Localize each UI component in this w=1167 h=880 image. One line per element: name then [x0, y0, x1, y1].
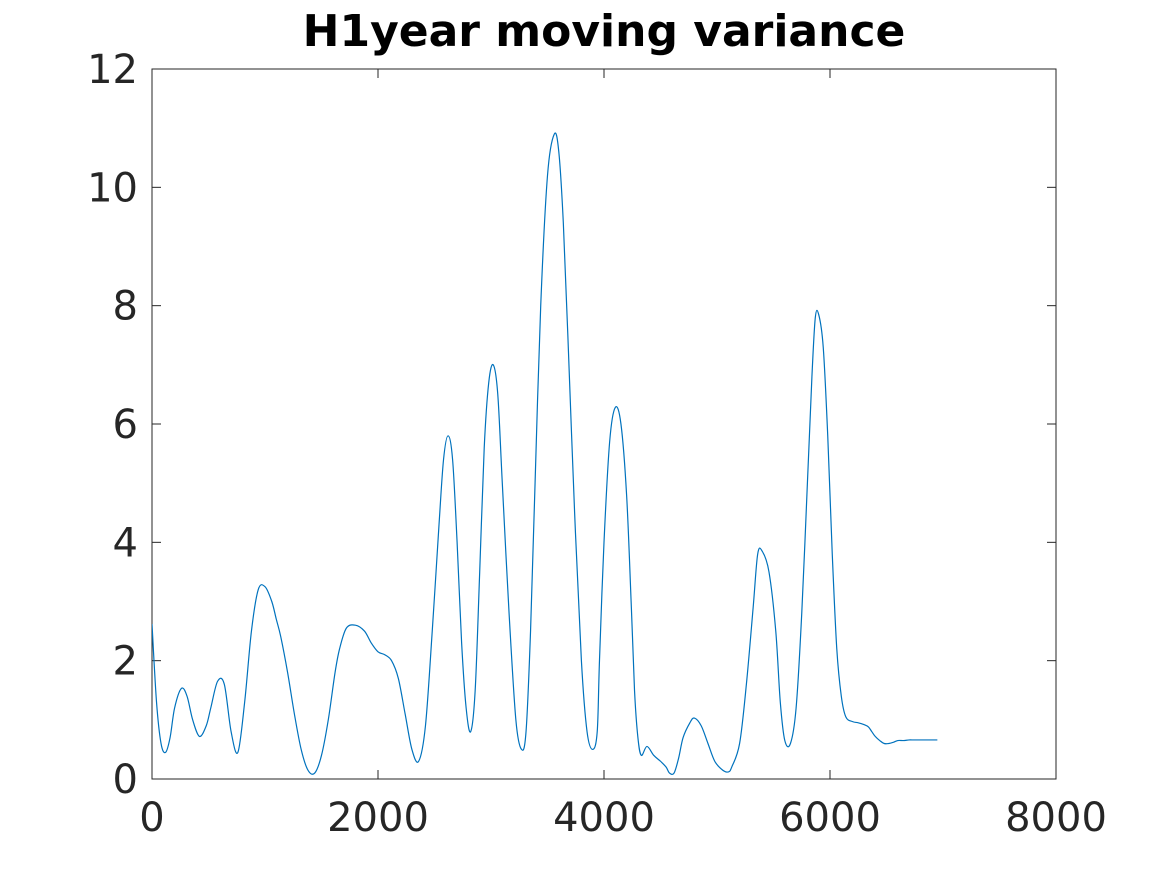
y-tick-label: 8 [113, 284, 138, 330]
y-tick-label: 10 [87, 165, 138, 211]
x-tick-label: 0 [139, 795, 164, 841]
x-tick-label: 6000 [779, 795, 881, 841]
axes: 0 2000 4000 6000 8000 0 2 4 6 8 10 12 [87, 47, 1107, 841]
x-tick-label: 2000 [327, 795, 429, 841]
chart-title: H1year moving variance [303, 6, 906, 57]
y-tick-label: 6 [113, 402, 138, 448]
series-line [152, 132, 938, 776]
y-tick-label: 2 [113, 639, 138, 685]
y-tick-label: 12 [87, 47, 138, 93]
y-tick-label: 0 [113, 757, 138, 803]
x-tick-label: 4000 [553, 795, 655, 841]
plot-area [152, 132, 938, 776]
x-tick-label: 8000 [1005, 795, 1107, 841]
y-tick-label: 4 [113, 520, 138, 566]
